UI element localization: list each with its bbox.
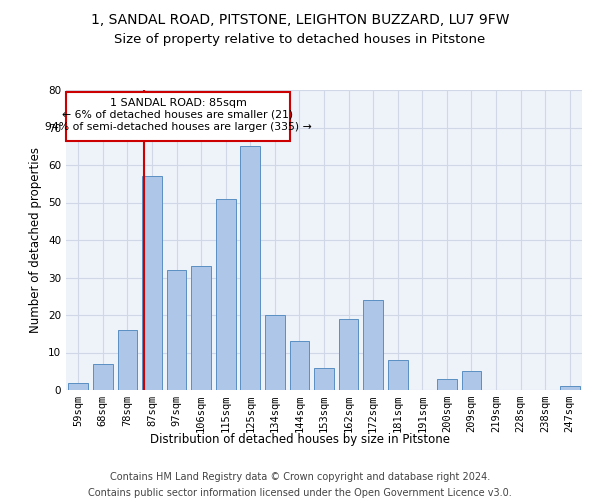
Bar <box>142 176 162 390</box>
FancyBboxPatch shape <box>67 92 290 140</box>
Bar <box>118 330 137 390</box>
Text: Contains HM Land Registry data © Crown copyright and database right 2024.: Contains HM Land Registry data © Crown c… <box>110 472 490 482</box>
Text: ← 6% of detached houses are smaller (21): ← 6% of detached houses are smaller (21) <box>62 110 293 120</box>
Bar <box>265 315 284 390</box>
Bar <box>216 198 236 390</box>
Bar <box>290 341 309 390</box>
Bar <box>314 368 334 390</box>
Text: 1, SANDAL ROAD, PITSTONE, LEIGHTON BUZZARD, LU7 9FW: 1, SANDAL ROAD, PITSTONE, LEIGHTON BUZZA… <box>91 12 509 26</box>
Bar <box>461 371 481 390</box>
Bar <box>437 379 457 390</box>
Bar <box>241 146 260 390</box>
Bar <box>93 364 113 390</box>
Text: Size of property relative to detached houses in Pitstone: Size of property relative to detached ho… <box>115 32 485 46</box>
Bar <box>339 319 358 390</box>
Text: 1 SANDAL ROAD: 85sqm: 1 SANDAL ROAD: 85sqm <box>110 98 247 108</box>
Bar <box>68 382 88 390</box>
Bar <box>364 300 383 390</box>
Y-axis label: Number of detached properties: Number of detached properties <box>29 147 43 333</box>
Text: Distribution of detached houses by size in Pitstone: Distribution of detached houses by size … <box>150 432 450 446</box>
Bar <box>191 266 211 390</box>
Bar <box>560 386 580 390</box>
Bar <box>388 360 407 390</box>
Bar <box>167 270 187 390</box>
Text: Contains public sector information licensed under the Open Government Licence v3: Contains public sector information licen… <box>88 488 512 498</box>
Text: 94% of semi-detached houses are larger (335) →: 94% of semi-detached houses are larger (… <box>44 122 311 132</box>
